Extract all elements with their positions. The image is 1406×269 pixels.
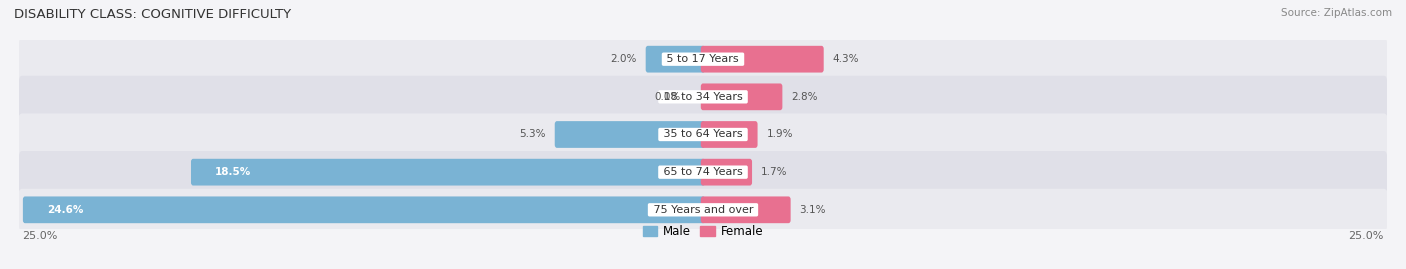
FancyBboxPatch shape xyxy=(20,189,1386,231)
Text: 24.6%: 24.6% xyxy=(48,205,83,215)
FancyBboxPatch shape xyxy=(700,159,752,186)
Text: 2.0%: 2.0% xyxy=(610,54,637,64)
Text: 2.8%: 2.8% xyxy=(792,92,818,102)
Text: 25.0%: 25.0% xyxy=(22,231,58,240)
Text: 18.5%: 18.5% xyxy=(215,167,252,177)
Text: 3.1%: 3.1% xyxy=(800,205,825,215)
FancyBboxPatch shape xyxy=(20,151,1386,193)
Text: 4.3%: 4.3% xyxy=(832,54,859,64)
Text: 0.0%: 0.0% xyxy=(655,92,681,102)
FancyBboxPatch shape xyxy=(20,38,1386,80)
FancyBboxPatch shape xyxy=(645,46,706,73)
FancyBboxPatch shape xyxy=(22,196,706,223)
Text: 1.9%: 1.9% xyxy=(766,129,793,140)
Text: 75 Years and over: 75 Years and over xyxy=(650,205,756,215)
Text: 18 to 34 Years: 18 to 34 Years xyxy=(659,92,747,102)
Text: DISABILITY CLASS: COGNITIVE DIFFICULTY: DISABILITY CLASS: COGNITIVE DIFFICULTY xyxy=(14,8,291,21)
Text: 5 to 17 Years: 5 to 17 Years xyxy=(664,54,742,64)
Text: 5.3%: 5.3% xyxy=(519,129,546,140)
FancyBboxPatch shape xyxy=(191,159,706,186)
FancyBboxPatch shape xyxy=(700,196,790,223)
Legend: Male, Female: Male, Female xyxy=(643,225,763,238)
Text: 1.7%: 1.7% xyxy=(761,167,787,177)
Text: 65 to 74 Years: 65 to 74 Years xyxy=(659,167,747,177)
FancyBboxPatch shape xyxy=(700,121,758,148)
FancyBboxPatch shape xyxy=(555,121,706,148)
FancyBboxPatch shape xyxy=(700,46,824,73)
Text: 25.0%: 25.0% xyxy=(1348,231,1384,240)
FancyBboxPatch shape xyxy=(700,83,782,110)
FancyBboxPatch shape xyxy=(20,76,1386,118)
Text: Source: ZipAtlas.com: Source: ZipAtlas.com xyxy=(1281,8,1392,18)
FancyBboxPatch shape xyxy=(20,114,1386,155)
Text: 35 to 64 Years: 35 to 64 Years xyxy=(659,129,747,140)
